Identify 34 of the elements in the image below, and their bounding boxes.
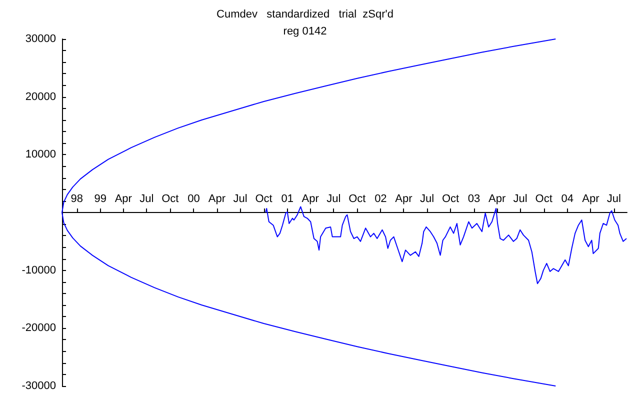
y-tick-label: 30000 <box>25 33 56 45</box>
chart-title: Cumdev standardized trial zSqr'd <box>216 8 394 20</box>
x-tick-label: Jul <box>513 193 528 205</box>
x-tick-label: Jul <box>233 193 248 205</box>
line-series <box>265 206 627 284</box>
x-tick-label: Jul <box>420 193 434 205</box>
x-tick-label: Apr <box>395 193 413 205</box>
x-tick-label: Apr <box>582 193 600 205</box>
x-tick-label: Oct <box>162 193 179 205</box>
x-tick-label: Oct <box>535 193 552 205</box>
x-tick-label: 00 <box>188 193 200 205</box>
x-tick-label: 04 <box>561 193 574 205</box>
x-tick-label: Apr <box>114 193 132 205</box>
y-tick-label: -20000 <box>22 322 56 334</box>
x-tick-label: Jul <box>326 193 341 205</box>
y-tick-label: -10000 <box>22 264 56 276</box>
y-tick-label: 20000 <box>25 90 56 103</box>
x-tick-label: Oct <box>255 193 272 205</box>
x-tick-label: Apr <box>208 193 226 205</box>
x-tick-label: 99 <box>94 193 106 205</box>
y-tick-label: 10000 <box>25 148 56 161</box>
x-tick-label: Jul <box>140 193 154 205</box>
x-tick-label: Apr <box>302 193 320 205</box>
chart-subtitle: reg 0142 <box>283 26 327 38</box>
y-tick-label: -30000 <box>22 380 56 392</box>
x-tick-label: 02 <box>374 193 387 205</box>
x-tick-label: Jul <box>606 193 621 205</box>
x-tick-label: 01 <box>281 193 294 205</box>
x-tick-label: 98 <box>70 193 83 205</box>
x-tick-label: Oct <box>348 193 366 205</box>
x-tick-label: Oct <box>442 193 460 205</box>
x-tick-label: 03 <box>468 193 480 205</box>
x-tick-label: Apr <box>488 193 506 205</box>
line-series <box>62 38 556 386</box>
